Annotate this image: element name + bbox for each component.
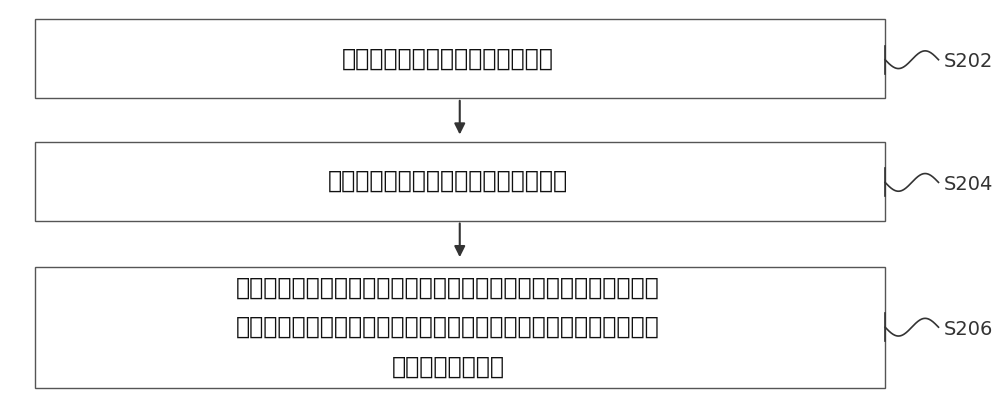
Bar [35,19,885,98]
Bar [35,142,885,221]
Text: S206: S206 [943,320,993,339]
Text: 在采样地将低频模拟信号和高频模拟信号进行比较处理，得到比较结
果，并将比较结果传输至控制地侧，其中，控制地用于基于比较结果
触发目标操作指令: 在采样地将低频模拟信号和高频模拟信号进行比较处理，得到比较结 果，并将比较结果传… [236,276,660,378]
Text: 获取从控制地发出的低频模拟信号: 获取从控制地发出的低频模拟信号 [342,47,554,70]
Text: S204: S204 [943,175,993,194]
Text: S202: S202 [943,52,993,71]
Text: 在采样地获取分流器上的高频模拟信号: 在采样地获取分流器上的高频模拟信号 [328,169,568,193]
Bar [35,267,885,388]
